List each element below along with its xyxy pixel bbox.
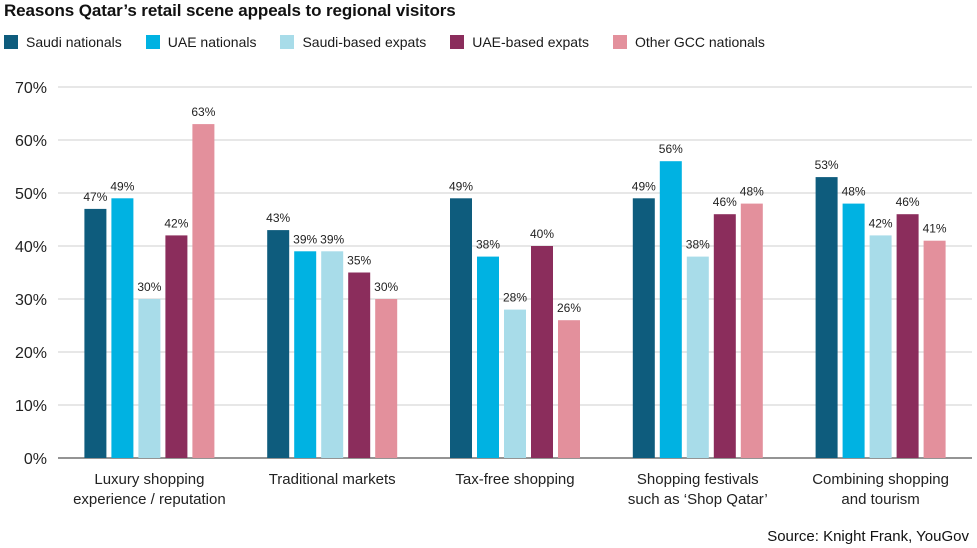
bar (375, 299, 398, 458)
data-label: 30% (137, 280, 161, 294)
bar (632, 198, 655, 459)
data-label: 39% (320, 232, 344, 246)
bar (896, 214, 919, 458)
data-label: 63% (191, 105, 215, 119)
category-label: and tourism (841, 491, 919, 508)
legend-swatch (4, 35, 18, 49)
legend-swatch (145, 35, 160, 49)
data-label: 40% (530, 227, 554, 241)
bar (504, 309, 526, 458)
legend-item-uae-based-expats: UAE-based expats (450, 34, 589, 50)
data-label: 26% (557, 301, 581, 315)
bar (869, 235, 892, 458)
data-label: 38% (686, 238, 710, 252)
data-label: 38% (476, 238, 500, 252)
data-label: 42% (869, 216, 893, 230)
bar (321, 251, 344, 458)
bar (558, 320, 580, 458)
category-label: Luxury shopping (94, 471, 204, 488)
data-label: 49% (449, 179, 473, 193)
legend-label: UAE nationals (167, 34, 257, 50)
y-tick-label: 50% (15, 186, 47, 203)
bar (348, 272, 371, 458)
legend-item-uae-nationals: UAE nationals (145, 34, 257, 50)
bar (740, 203, 763, 458)
data-label: 48% (740, 185, 764, 199)
bar (84, 208, 107, 458)
data-label: 39% (293, 232, 317, 246)
category-label: Shopping festivals (637, 471, 759, 488)
legend-swatch (280, 35, 295, 49)
y-tick-label: 40% (15, 239, 47, 256)
data-label: 42% (164, 216, 188, 230)
data-label: 43% (266, 211, 290, 225)
y-tick-label: 20% (15, 345, 47, 362)
data-label: 41% (923, 222, 947, 236)
bar (111, 198, 134, 459)
data-label: 47% (83, 190, 107, 204)
bar (450, 198, 472, 459)
bar (842, 203, 865, 458)
data-label: 35% (347, 254, 371, 268)
data-label: 56% (659, 142, 683, 156)
bar (192, 124, 215, 458)
bar (531, 246, 553, 458)
legend-label: Saudi-based expats (302, 34, 427, 50)
bar (267, 230, 290, 458)
y-tick-label: 10% (15, 398, 47, 415)
legend-swatch (612, 35, 627, 49)
legend-item-saudi-nationals: Saudi nationals (4, 34, 122, 50)
bar (686, 256, 709, 458)
bar (477, 256, 499, 458)
bar (659, 161, 682, 458)
legend-swatch (450, 35, 465, 49)
y-tick-label: 60% (15, 133, 47, 150)
category-label: Tax-free shopping (455, 471, 574, 488)
source-note: Source: Knight Frank, YouGov (767, 528, 969, 545)
bar (294, 251, 317, 458)
data-label: 48% (842, 185, 866, 199)
data-label: 53% (815, 158, 839, 172)
legend-label: Saudi nationals (26, 34, 122, 50)
bar (815, 177, 838, 458)
data-label: 49% (110, 179, 134, 193)
category-label: Traditional markets (269, 471, 396, 488)
bar (138, 299, 161, 458)
legend: Saudi nationals UAE nationals Saudi-base… (4, 34, 789, 50)
data-label: 46% (896, 195, 920, 209)
bar (165, 235, 188, 458)
data-label: 28% (503, 291, 527, 305)
legend-label: Other GCC nationals (634, 34, 765, 50)
bar (713, 214, 736, 458)
legend-label: UAE-based expats (472, 34, 589, 50)
y-tick-label: 30% (15, 292, 47, 309)
y-tick-label: 0% (24, 451, 47, 468)
y-tick-label: 70% (15, 80, 47, 97)
category-label: Combining shopping (812, 471, 949, 488)
chart-title: Reasons Qatar’s retail scene appeals to … (4, 1, 456, 20)
legend-item-other-gcc-nationals: Other GCC nationals (612, 34, 765, 50)
category-label: such as ‘Shop Qatar’ (628, 491, 768, 508)
category-label: experience / reputation (73, 491, 226, 508)
data-label: 49% (632, 179, 656, 193)
data-label: 46% (713, 195, 737, 209)
bar (923, 240, 946, 458)
legend-item-saudi-based-expats: Saudi-based expats (280, 34, 426, 50)
data-label: 30% (374, 280, 398, 294)
